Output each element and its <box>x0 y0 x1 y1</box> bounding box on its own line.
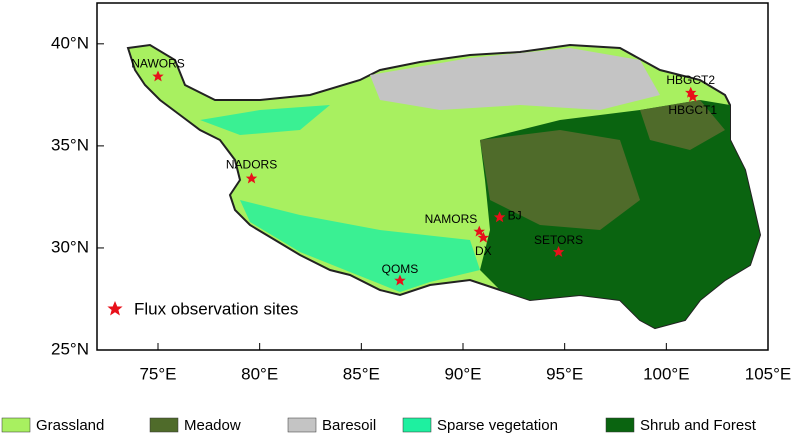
site-marker <box>152 70 164 82</box>
site-label: HBGCT1 <box>668 103 717 117</box>
site-label: HBGCT2 <box>666 73 715 87</box>
marker-legend-label: Flux observation sites <box>134 299 298 318</box>
legend-label: Meadow <box>184 417 241 434</box>
plateau <box>126 43 762 330</box>
legend-star <box>107 301 123 316</box>
site-marker <box>394 274 406 286</box>
plot-frame <box>96 2 769 351</box>
legend-swatch <box>287 417 317 433</box>
legend-label: Baresoil <box>322 417 376 434</box>
legend-swatch <box>149 417 179 433</box>
x-tick-label: 105°E <box>745 364 792 383</box>
site-marker <box>477 231 490 243</box>
site-label: BJ <box>508 208 522 222</box>
legend-swatch <box>1 417 31 433</box>
y-tick-label: 30°N <box>51 237 89 256</box>
site-marker <box>687 90 699 102</box>
site-marker <box>493 211 506 223</box>
y-tick-label: 35°N <box>51 135 89 154</box>
baresoil-area <box>370 48 660 110</box>
site-label: NAMORS <box>425 212 478 226</box>
meadow-area <box>480 100 725 230</box>
legend-label: Sparse vegetation <box>437 417 558 434</box>
legend-swatch <box>402 417 432 433</box>
legend-label: Shrub and Forest <box>640 417 757 434</box>
legend-label: Grassland <box>36 417 104 434</box>
y-tick-label: 40°N <box>51 33 89 52</box>
site-marker <box>473 225 485 237</box>
sparse-vegetation-area <box>200 105 480 292</box>
x-tick-label: 80°E <box>241 364 278 383</box>
site-marker <box>552 246 565 257</box>
site-label: QOMS <box>382 262 419 276</box>
site-marker <box>245 172 258 184</box>
site-label: NAWORS <box>131 57 185 71</box>
x-tick-label: 100°E <box>643 364 690 383</box>
x-tick-label: 75°E <box>139 364 176 383</box>
site-label: SETORS <box>534 233 583 247</box>
site-label: DX <box>475 244 492 258</box>
x-tick-label: 90°E <box>444 364 481 383</box>
x-tick-label: 95°E <box>546 364 583 383</box>
site-label: NADORS <box>226 158 277 172</box>
legend-swatch <box>605 417 635 433</box>
x-tick-label: 85°E <box>343 364 380 383</box>
y-tick-label: 25°N <box>51 339 89 358</box>
